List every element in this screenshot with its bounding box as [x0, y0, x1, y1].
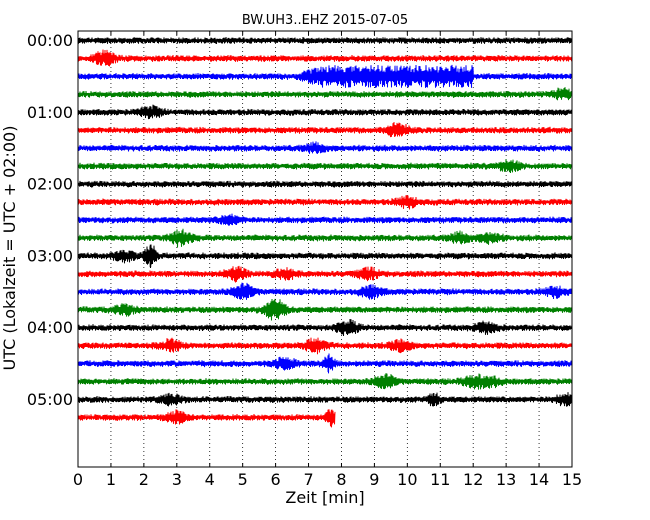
x-tick-label: 5 [238, 470, 248, 489]
seismic-trace [77, 392, 573, 407]
y-tick-label: 04:00 [27, 318, 73, 337]
seismic-trace [77, 298, 573, 321]
x-tick-label: 0 [73, 470, 83, 489]
x-tick-label: 7 [303, 470, 313, 489]
plot-frame [77, 30, 573, 468]
seismic-trace [77, 373, 573, 390]
y-tick-label: 01:00 [27, 103, 73, 122]
seismic-trace [77, 121, 573, 138]
axis-ticks: 0 1 2 3 4 5 6 7 8 9 10 11 12 13 14 1500:0001:0002:0003:… [27, 31, 582, 489]
x-tick-label: 2 [139, 470, 149, 489]
seismic-trace [77, 49, 573, 67]
seismic-trace [77, 104, 573, 120]
y-tick-label: 00:00 [27, 31, 73, 50]
seismic-trace [77, 159, 573, 174]
seismic-trace [77, 87, 573, 101]
x-tick-label: 8 [336, 470, 346, 489]
chart-title: BW.UH3..EHZ 2015-07-05 [242, 13, 408, 28]
x-tick-label: 15 [562, 470, 582, 489]
x-tick-label: 14 [529, 470, 549, 489]
seismic-trace [77, 141, 573, 154]
seismic-trace [77, 337, 573, 355]
seismic-trace [77, 37, 573, 44]
seismic-trace [77, 244, 573, 269]
y-axis-label: UTC (Lokalzeit = UTC + 02:00) [0, 126, 19, 371]
seismic-trace [77, 318, 573, 337]
x-tick-label: 6 [271, 470, 281, 489]
x-axis-label: Zeit [min] [285, 488, 364, 507]
seismic-trace [77, 213, 573, 226]
seismic-trace [77, 180, 573, 188]
x-tick-label: 1 [106, 470, 116, 489]
seismic-trace [77, 265, 573, 283]
y-tick-label: 03:00 [27, 246, 73, 265]
y-tick-label: 02:00 [27, 175, 73, 194]
seismic-trace [77, 64, 573, 88]
grid-lines [110, 31, 540, 467]
trace-group [77, 37, 573, 428]
x-tick-label: 9 [369, 470, 379, 489]
x-tick-label: 12 [463, 470, 483, 489]
y-tick-label: 05:00 [27, 390, 73, 409]
seismic-trace [77, 228, 573, 248]
x-tick-label: 3 [172, 470, 182, 489]
x-tick-label: 13 [496, 470, 516, 489]
x-tick-label: 10 [397, 470, 417, 489]
seismic-trace [77, 409, 336, 428]
seismic-trace [77, 282, 573, 300]
seismic-trace [77, 195, 573, 210]
x-tick-label: 11 [430, 470, 450, 489]
x-tick-label: 4 [205, 470, 215, 489]
seismic-trace [77, 353, 573, 374]
